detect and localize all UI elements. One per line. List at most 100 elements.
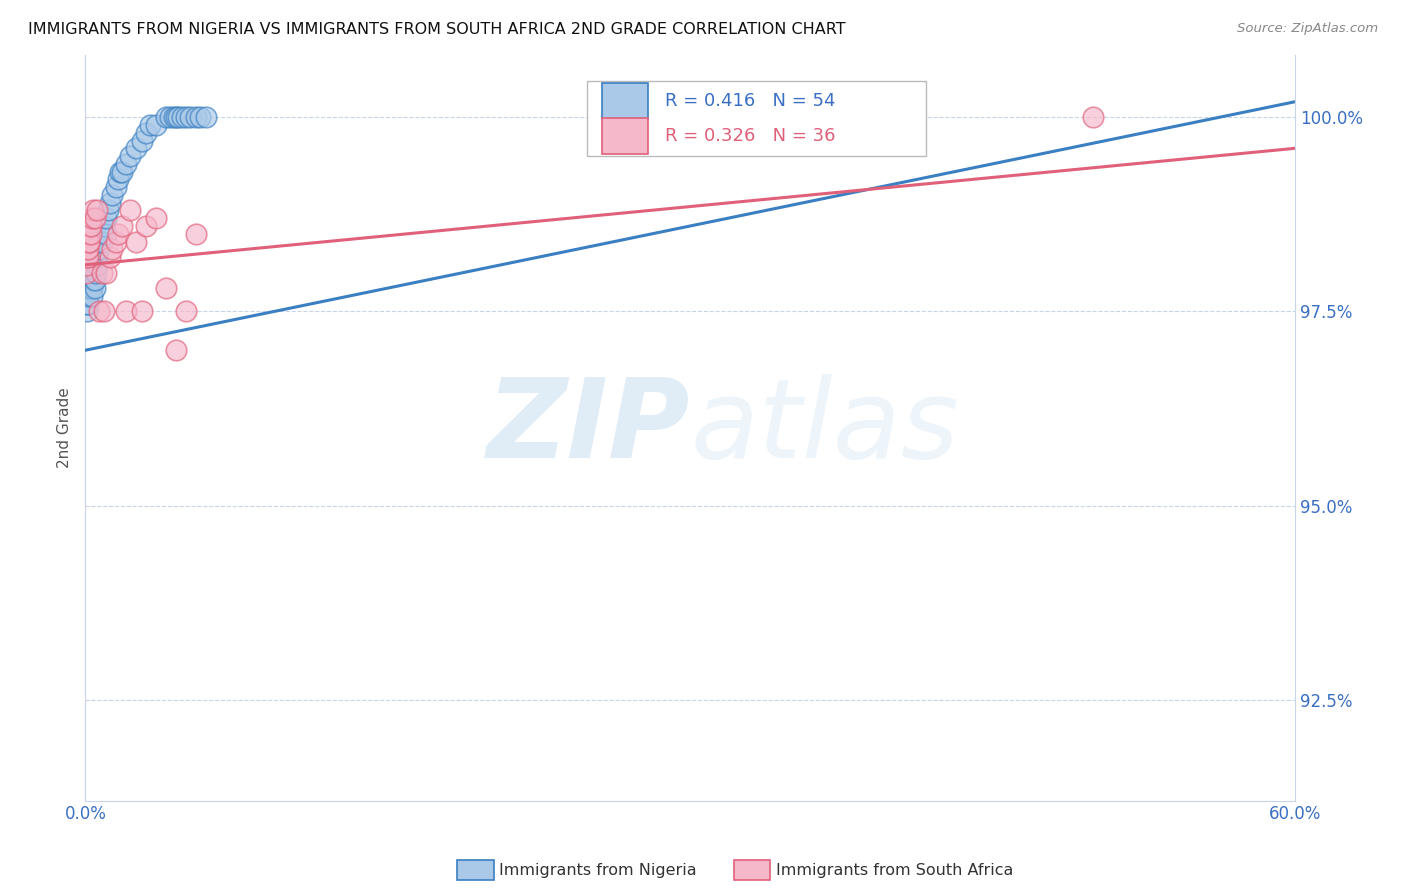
Point (186, 227, 208, 241)
Point (76, 296, 98, 310)
Point (179, 110, 201, 124)
Point (80, 258, 103, 272)
Point (80, 250, 103, 264)
Point (79, 281, 101, 295)
Point (90, 266, 112, 280)
Point (79, 258, 101, 272)
Point (82, 289, 104, 303)
Point (108, 164, 131, 178)
Point (77, 281, 100, 295)
Point (195, 110, 218, 124)
Bar (602, 84, 648, 120)
Point (75, 266, 97, 280)
Point (125, 141, 148, 155)
Point (188, 110, 211, 124)
Point (79, 219, 101, 233)
Point (84, 273, 107, 287)
Point (94, 227, 117, 241)
Point (98, 250, 121, 264)
Point (111, 219, 134, 233)
Text: Immigrants from Nigeria: Immigrants from Nigeria (499, 863, 697, 878)
Point (86, 250, 108, 264)
Point (93, 219, 115, 233)
Point (77, 289, 100, 303)
Point (159, 110, 181, 124)
Point (114, 304, 136, 318)
Point (104, 180, 127, 194)
Bar (602, 118, 648, 153)
Text: R = 0.416   N = 54: R = 0.416 N = 54 (665, 93, 835, 111)
Point (79, 235, 101, 249)
Point (94, 211, 117, 226)
Text: atlas: atlas (690, 375, 959, 482)
Point (89, 304, 111, 318)
Point (1083, 110, 1105, 124)
Point (167, 110, 190, 124)
Point (100, 188, 122, 202)
Text: IMMIGRANTS FROM NIGERIA VS IMMIGRANTS FROM SOUTH AFRICA 2ND GRADE CORRELATION CH: IMMIGRANTS FROM NIGERIA VS IMMIGRANTS FR… (28, 22, 846, 37)
Point (165, 343, 187, 358)
Point (82, 266, 104, 280)
Point (84, 281, 107, 295)
Point (76, 250, 98, 264)
Point (76, 258, 98, 272)
Point (82, 211, 104, 226)
Point (84, 211, 107, 226)
Point (118, 203, 141, 218)
Point (80, 219, 103, 233)
Point (145, 211, 167, 226)
Point (145, 118, 167, 132)
Point (96, 203, 118, 218)
Point (135, 126, 157, 140)
Point (165, 110, 187, 124)
Point (174, 304, 197, 318)
Point (174, 110, 197, 124)
Point (83, 250, 105, 264)
Point (79, 227, 101, 241)
Text: Source: ZipAtlas.com: Source: ZipAtlas.com (1237, 22, 1378, 36)
Point (82, 203, 104, 218)
Point (86, 258, 108, 272)
Point (79, 266, 101, 280)
Text: Immigrants from South Africa: Immigrants from South Africa (776, 863, 1014, 878)
Point (107, 227, 129, 241)
Point (155, 281, 177, 295)
Y-axis label: 2nd Grade: 2nd Grade (58, 387, 72, 468)
Point (80, 227, 103, 241)
Point (163, 110, 186, 124)
Point (89, 235, 111, 249)
Point (172, 110, 194, 124)
Point (100, 242, 122, 256)
Point (155, 110, 177, 124)
Point (135, 219, 157, 233)
Point (86, 266, 108, 280)
Point (131, 304, 153, 318)
Point (77, 235, 100, 249)
Point (76, 250, 98, 264)
Point (125, 235, 148, 249)
FancyBboxPatch shape (588, 81, 927, 156)
Point (90, 227, 112, 241)
Text: R = 0.326   N = 36: R = 0.326 N = 36 (665, 127, 835, 145)
Point (76, 242, 98, 256)
Point (131, 134, 153, 148)
Point (186, 110, 208, 124)
Point (80, 242, 103, 256)
Point (89, 242, 111, 256)
Point (94, 266, 117, 280)
Point (114, 157, 136, 171)
Point (93, 304, 115, 318)
Text: ZIP: ZIP (486, 375, 690, 482)
Point (76, 304, 98, 318)
Point (139, 118, 162, 132)
Point (111, 164, 134, 178)
Point (104, 235, 127, 249)
Point (118, 149, 141, 163)
Point (90, 235, 112, 249)
Point (76, 296, 98, 310)
Point (79, 273, 101, 287)
Point (98, 195, 121, 210)
Point (77, 242, 100, 256)
Point (82, 273, 104, 287)
Point (107, 172, 129, 186)
